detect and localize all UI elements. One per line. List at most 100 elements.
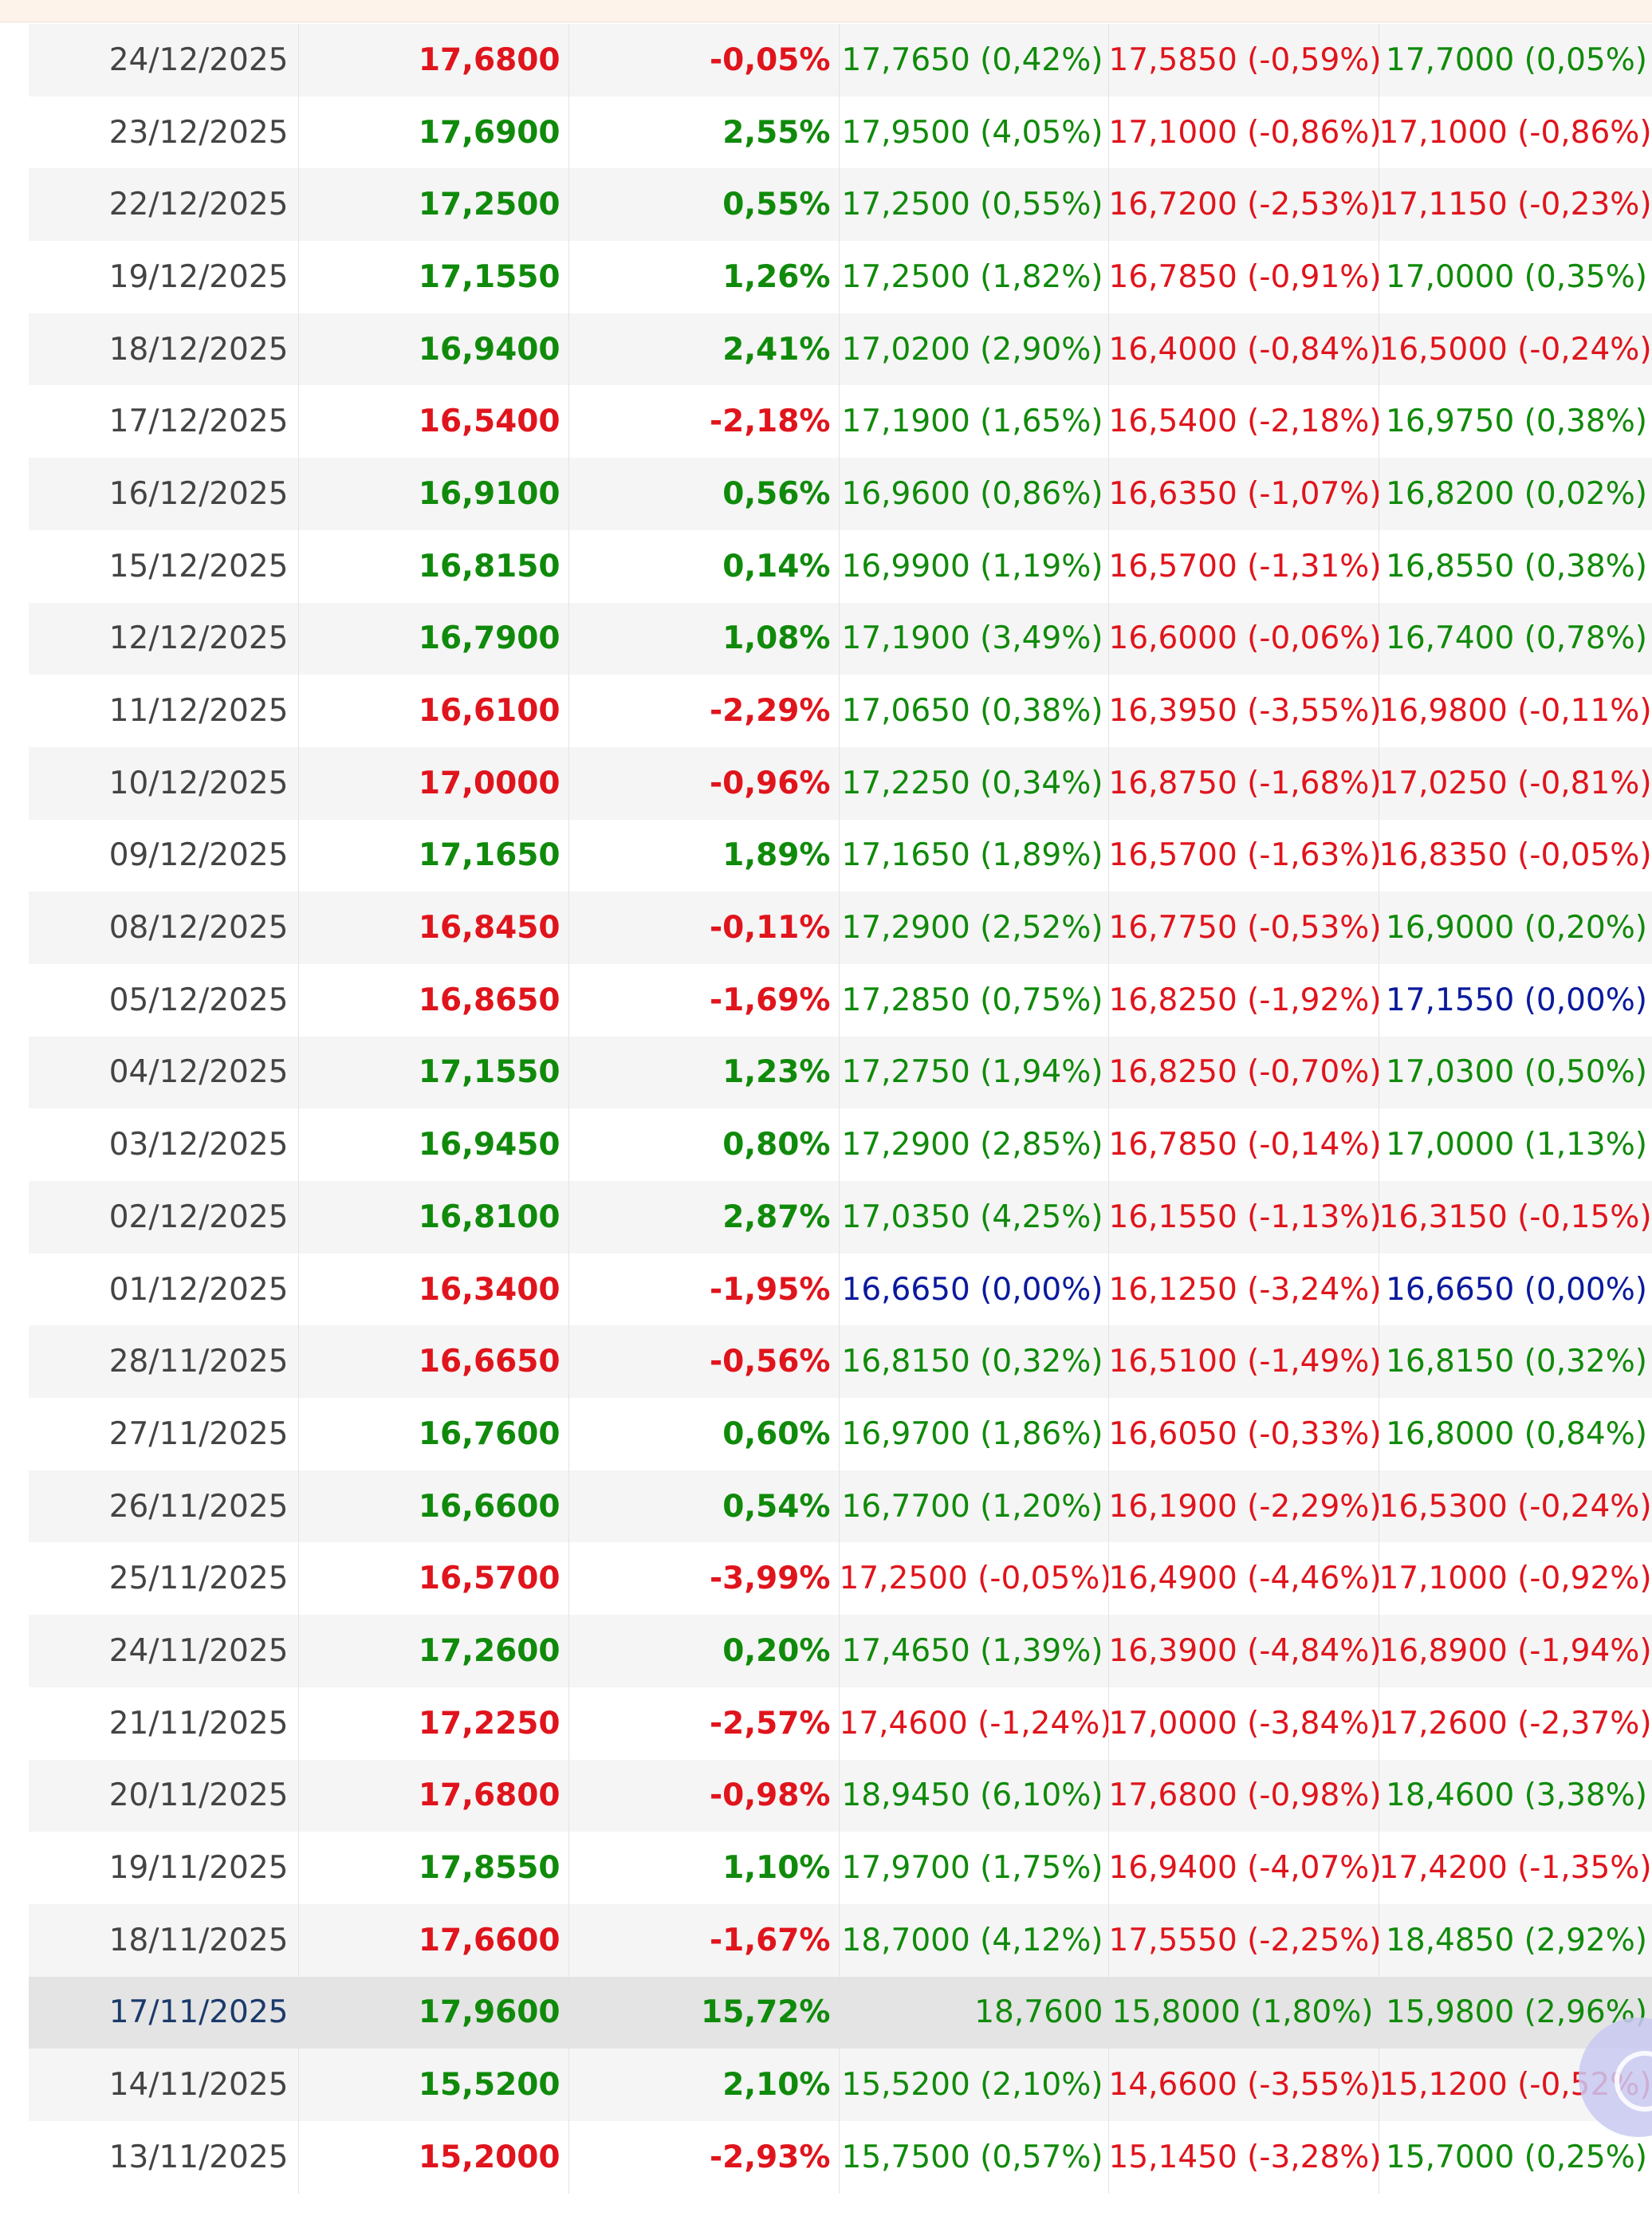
table-row: 13/11/2025 15,2000 -2,93% 15,7500 (0,57%) 15… — [29, 2120, 1652, 2194]
date-cell: 05/12/2025 — [29, 963, 299, 1037]
min-price-cell: 17,5550 (-2,25%) — [1108, 1903, 1379, 1977]
open-price-cell: 16,8900 (-1,94%) — [1379, 1615, 1652, 1687]
table-row: 19/11/2025 17,8550 1,10% 17,9700 (1,75%) 16,… — [29, 1832, 1652, 1904]
date-cell: 27/11/2025 — [29, 1398, 299, 1470]
max-price-cell: 17,0350 (4,25%) — [839, 1181, 1109, 1254]
close-price-cell: 17,6900 — [298, 96, 569, 169]
close-price-cell: 16,8100 — [298, 1181, 569, 1254]
table-row: 10/12/2025 17,0000 -0,96% 17,2250 (0,34%) 16… — [29, 746, 1652, 820]
close-price-cell: 17,9600 — [298, 1976, 569, 2049]
open-price-cell: 16,6650 (0,00%) — [1379, 1253, 1652, 1326]
close-price-cell: 16,9400 — [298, 313, 569, 386]
min-price-cell: 16,7750 (-0,53%) — [1108, 892, 1379, 964]
table-row: 18/11/2025 17,6600 -1,67% 18,7000 (4,12%) 17… — [29, 1903, 1652, 1977]
table-row: 22/12/2025 17,2500 0,55% 17,2500 (0,55%) 16,… — [29, 168, 1652, 242]
date-cell: 20/11/2025 — [29, 1759, 299, 1832]
date-cell: 13/11/2025 — [29, 2120, 299, 2194]
close-price-cell: 16,7900 — [298, 602, 569, 675]
open-price-cell: 17,7000 (0,05%) — [1379, 24, 1652, 96]
table-row: 15/12/2025 16,8150 0,14% 16,9900 (1,19%) 16,… — [29, 529, 1652, 603]
date-cell: 24/11/2025 — [29, 1615, 299, 1687]
date-cell: 21/11/2025 — [29, 1687, 299, 1760]
table-row: 01/12/2025 16,3400 -1,95% 16,6650 (0,00%) 16… — [29, 1253, 1652, 1326]
floating-action-icon — [1615, 2051, 1652, 2112]
variation-cell: -1,95% — [568, 1253, 840, 1326]
max-price-cell: 17,4650 (1,39%) — [839, 1615, 1109, 1687]
open-price-cell: 17,0300 (0,50%) — [1379, 1036, 1652, 1109]
variation-cell: -2,29% — [568, 675, 840, 747]
min-price-cell: 16,5700 (-1,31%) — [1108, 529, 1379, 603]
open-price-cell: 17,1000 (-0,92%) — [1379, 1542, 1652, 1616]
table-row: 14/11/2025 15,5200 2,10% 15,5200 (2,10%) 14,… — [29, 2049, 1652, 2121]
min-price-cell: 16,7850 (-0,14%) — [1108, 1108, 1379, 1181]
max-price-cell: 18,7600 — [839, 1976, 1109, 2049]
date-cell: 01/12/2025 — [29, 1253, 299, 1326]
table-row: 24/11/2025 17,2600 0,20% 17,4650 (1,39%) 16,… — [29, 1615, 1652, 1687]
variation-cell: -0,98% — [568, 1759, 840, 1832]
min-price-cell: 16,8250 (-0,70%) — [1108, 1036, 1379, 1109]
max-price-cell: 15,5200 (2,10%) — [839, 2049, 1109, 2121]
date-cell: 18/11/2025 — [29, 1903, 299, 1977]
date-cell: 15/12/2025 — [29, 529, 299, 603]
close-price-cell: 17,8550 — [298, 1832, 569, 1904]
date-cell: 17/12/2025 — [29, 385, 299, 459]
table-row: 12/12/2025 16,7900 1,08% 17,1900 (3,49%) 16,… — [29, 602, 1652, 675]
min-price-cell: 16,6050 (-0,33%) — [1108, 1398, 1379, 1470]
max-price-cell: 17,2900 (2,52%) — [839, 892, 1109, 964]
open-price-cell: 17,2600 (-2,37%) — [1379, 1687, 1652, 1760]
max-price-cell: 17,2750 (1,94%) — [839, 1036, 1109, 1109]
date-cell: 14/11/2025 — [29, 2049, 299, 2121]
variation-cell: 15,72% — [568, 1976, 840, 2049]
open-price-cell: 16,3150 (-0,15%) — [1379, 1181, 1652, 1254]
max-price-cell: 17,2500 (1,82%) — [839, 241, 1109, 313]
max-price-cell: 16,8150 (0,32%) — [839, 1325, 1109, 1399]
close-price-cell: 17,2600 — [298, 1615, 569, 1687]
variation-cell: 2,87% — [568, 1181, 840, 1254]
close-price-cell: 17,2500 — [298, 168, 569, 242]
close-price-cell: 16,6100 — [298, 675, 569, 747]
max-price-cell: 17,7650 (0,42%) — [839, 24, 1109, 96]
max-price-cell: 18,7000 (4,12%) — [839, 1903, 1109, 1977]
table-row: 09/12/2025 17,1650 1,89% 17,1650 (1,89%) 16,… — [29, 819, 1652, 892]
min-price-cell: 16,3950 (-3,55%) — [1108, 675, 1379, 747]
table-row: 27/11/2025 16,7600 0,60% 16,9700 (1,86%) 16,… — [29, 1398, 1652, 1470]
max-price-cell: 16,9600 (0,86%) — [839, 458, 1109, 530]
table-row: 26/11/2025 16,6600 0,54% 16,7700 (1,20%) 16,… — [29, 1470, 1652, 1543]
date-cell: 12/12/2025 — [29, 602, 299, 675]
min-price-cell: 14,6600 (-3,55%) — [1108, 2049, 1379, 2121]
close-price-cell: 17,1550 — [298, 1036, 569, 1109]
date-cell: 16/12/2025 — [29, 458, 299, 530]
table-row: 17/12/2025 16,5400 -2,18% 17,1900 (1,65%) 16… — [29, 385, 1652, 459]
date-cell: 18/12/2025 — [29, 313, 299, 386]
open-price-cell: 17,0000 (0,35%) — [1379, 241, 1652, 313]
max-price-cell: 17,1650 (1,89%) — [839, 819, 1109, 892]
min-price-cell: 17,6800 (-0,98%) — [1108, 1759, 1379, 1832]
close-price-cell: 16,6600 — [298, 1470, 569, 1543]
close-price-cell: 16,7600 — [298, 1398, 569, 1470]
variation-cell: -0,05% — [568, 24, 840, 96]
max-price-cell: 17,9500 (4,05%) — [839, 96, 1109, 169]
variation-cell: -0,11% — [568, 892, 840, 964]
max-price-cell: 17,4600 (-1,24%) — [839, 1687, 1109, 1760]
open-price-cell: 16,7400 (0,78%) — [1379, 602, 1652, 675]
max-price-cell: 17,1900 (3,49%) — [839, 602, 1109, 675]
min-price-cell: 16,1550 (-1,13%) — [1108, 1181, 1379, 1254]
open-price-cell: 17,1550 (0,00%) — [1379, 963, 1652, 1037]
variation-cell: -2,93% — [568, 2120, 840, 2194]
min-price-cell: 16,1900 (-2,29%) — [1108, 1470, 1379, 1543]
open-price-cell: 17,1150 (-0,23%) — [1379, 168, 1652, 242]
open-price-cell: 16,5300 (-0,24%) — [1379, 1470, 1652, 1543]
close-price-cell: 16,5400 — [298, 385, 569, 459]
date-cell: 10/12/2025 — [29, 746, 299, 820]
variation-cell: 1,08% — [568, 602, 840, 675]
open-price-cell: 16,5000 (-0,24%) — [1379, 313, 1652, 386]
max-price-cell: 16,9700 (1,86%) — [839, 1398, 1109, 1470]
variation-cell: -2,57% — [568, 1687, 840, 1760]
variation-cell: 0,54% — [568, 1470, 840, 1543]
open-price-cell: 16,9750 (0,38%) — [1379, 385, 1652, 459]
min-price-cell: 16,6350 (-1,07%) — [1108, 458, 1379, 530]
max-price-cell: 17,2250 (0,34%) — [839, 746, 1109, 820]
table-row: 28/11/2025 16,6650 -0,56% 16,8150 (0,32%) 16… — [29, 1325, 1652, 1399]
open-price-cell: 15,7000 (0,25%) — [1379, 2120, 1652, 2194]
variation-cell: 0,56% — [568, 458, 840, 530]
